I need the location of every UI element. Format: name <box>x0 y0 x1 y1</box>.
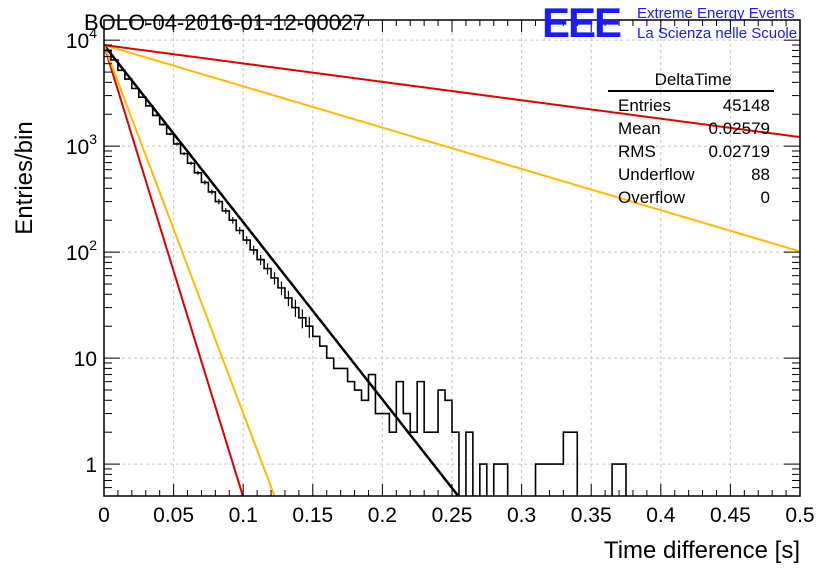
logo-line-1: Extreme Energy Events <box>637 5 795 22</box>
x-tick-label: 0.15 <box>292 504 333 527</box>
histogram-steps <box>104 49 627 496</box>
y-tick-base: 10 <box>66 242 89 265</box>
x-tick-label: 0.45 <box>710 504 751 527</box>
x-tick-label: 0.2 <box>368 504 397 527</box>
x-tick-label: 0.4 <box>646 504 676 527</box>
stats-row: Overflow 0 <box>608 186 774 209</box>
x-tick-label: 0 <box>98 504 110 527</box>
stats-row: Underflow 88 <box>608 163 774 186</box>
x-tick-label: 0.5 <box>785 504 814 527</box>
y-tick-base: 10 <box>66 30 89 53</box>
stats-row: Mean 0.02579 <box>608 117 774 140</box>
stats-value: 0.02579 <box>708 119 770 138</box>
y-tick-base: 10 <box>66 136 89 159</box>
fit-curve-middle-slow <box>104 44 800 253</box>
stats-value: 45148 <box>722 96 770 115</box>
x-axis-label: Time difference [s] <box>604 537 800 564</box>
stats-title: DeltaTime <box>608 70 774 92</box>
x-tick-label: 0.3 <box>507 504 536 527</box>
fit-curve-fit <box>104 44 460 496</box>
y-tick-label: 103 <box>66 131 97 159</box>
x-tick-label: 0.35 <box>571 504 612 527</box>
logo-text: Extreme Energy Events La Scienza nelle S… <box>637 4 797 44</box>
y-tick-label: 104 <box>66 25 97 53</box>
x-tick-label: 0.05 <box>153 504 194 527</box>
x-tick-label: 0.1 <box>229 504 258 527</box>
y-tick-exponent: 2 <box>89 237 97 253</box>
histogram <box>104 49 627 496</box>
y-tick-label: 10 <box>74 348 97 371</box>
y-axis-label: Entries/bin <box>11 121 38 234</box>
x-tick-label: 0.25 <box>432 504 473 527</box>
y-tick-exponent: 4 <box>89 25 97 41</box>
logo-line-2: La Scienza nelle Scuole <box>637 25 798 42</box>
stats-box: DeltaTime Entries 45148 Mean 0.02579 RMS 0.02… <box>608 70 774 209</box>
y-tick-label: 102 <box>66 237 97 265</box>
y-tick-base: 10 <box>74 348 97 371</box>
fit-curves <box>104 44 800 496</box>
stats-label: Underflow <box>618 165 695 184</box>
y-tick-base: 1 <box>85 454 97 477</box>
stats-value: 0 <box>760 188 770 207</box>
chart-title: BOLO-04-2016-01-12-00027 <box>84 10 366 35</box>
y-tick-exponent: 3 <box>89 131 97 147</box>
stats-label: Mean <box>618 119 661 138</box>
stats-label: Overflow <box>618 188 686 207</box>
stats-row: Entries 45148 <box>608 94 774 117</box>
stats-value: 0.02719 <box>708 142 770 161</box>
fit-curve-middle-fast <box>104 44 276 496</box>
grid-lines <box>104 20 800 496</box>
fit-curve-upper-fast <box>104 44 244 496</box>
stats-value: 88 <box>751 165 770 184</box>
axis-ticks <box>103 20 801 497</box>
stats-row: RMS 0.02719 <box>608 140 774 163</box>
eee-logo: EEE <box>542 0 622 46</box>
stats-label: Entries <box>618 96 671 115</box>
fit-curve-upper-slow <box>104 44 800 139</box>
stats-label: RMS <box>618 142 656 161</box>
x-tick-labels: 0 0.05 0.1 0.15 0.2 0.25 0.3 0.35 0.4 0.45 0.5 <box>98 504 814 527</box>
y-tick-label: 1 <box>85 454 97 477</box>
